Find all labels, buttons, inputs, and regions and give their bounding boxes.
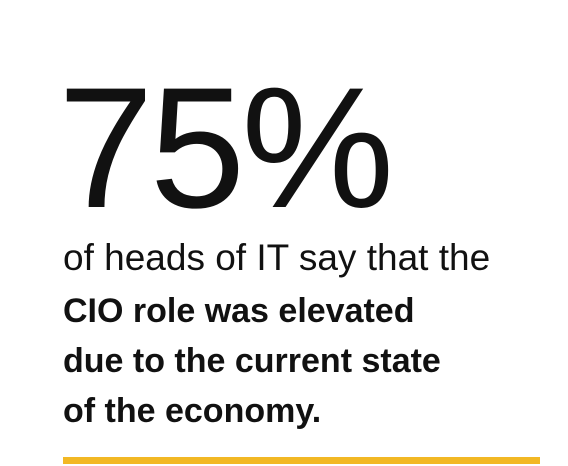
emphasis-line: of the economy. (63, 392, 322, 430)
emphasis-line: due to the current state (63, 342, 441, 380)
accent-bar (63, 457, 540, 464)
emphasis-block: CIO role was elevated due to the current … (63, 286, 441, 436)
emphasis-line: CIO role was elevated (63, 292, 415, 330)
stat-number: 75% (58, 52, 394, 244)
lead-text: of heads of IT say that the (63, 237, 491, 278)
